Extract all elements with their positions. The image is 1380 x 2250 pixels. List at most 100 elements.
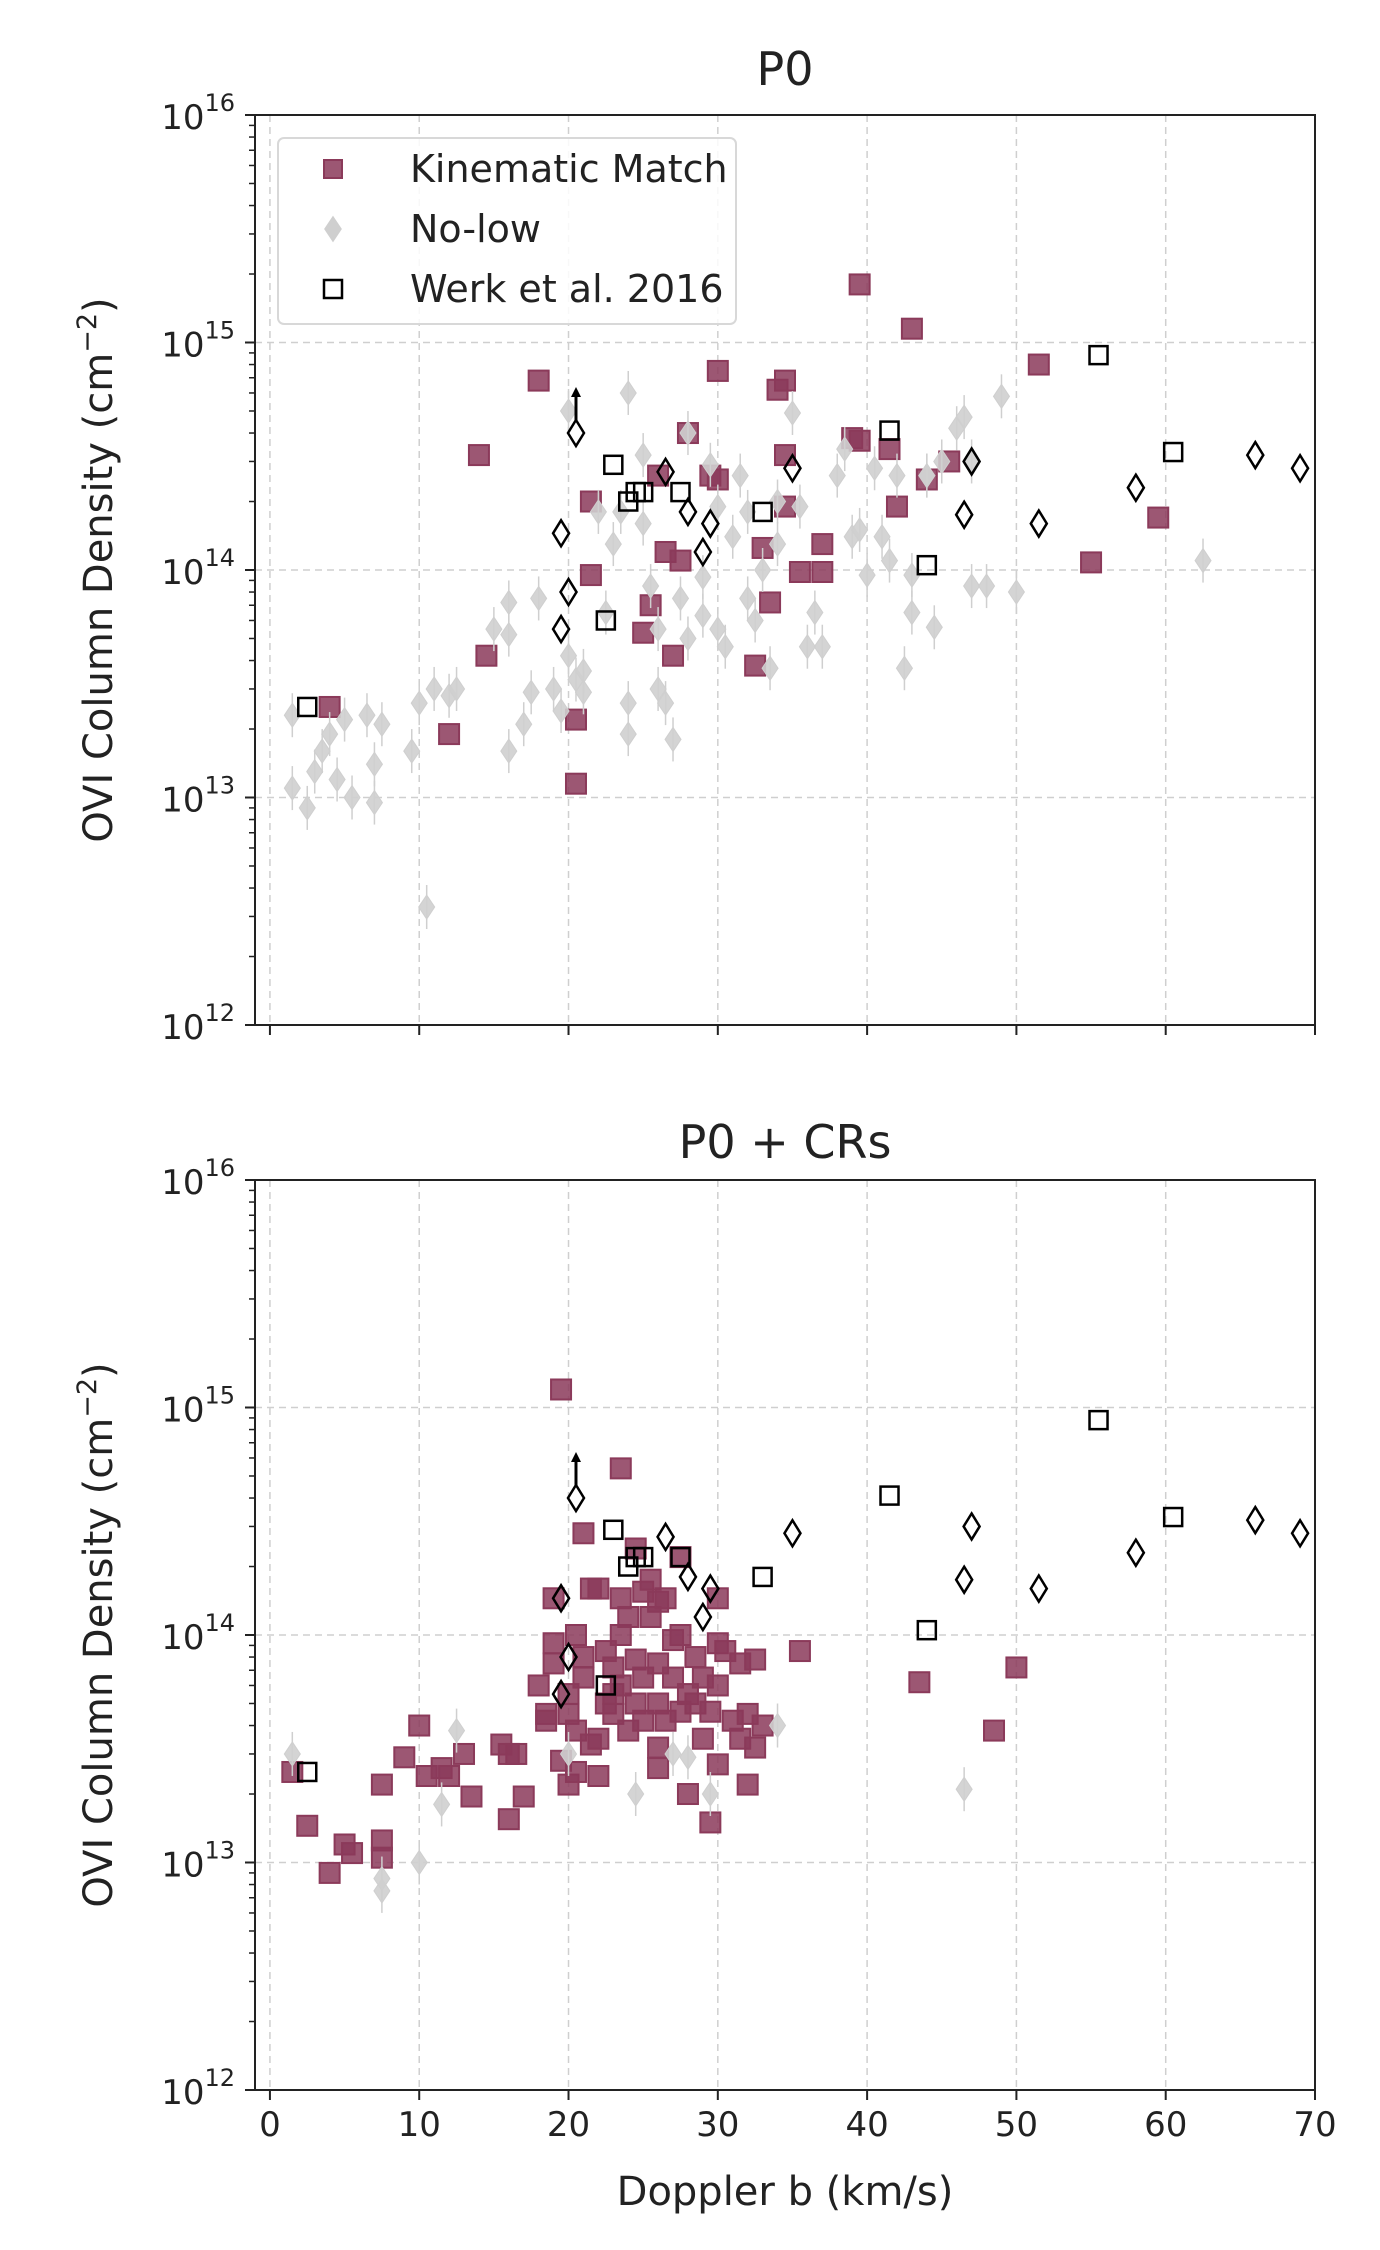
point-no-low xyxy=(768,1712,787,1739)
point-kinematic-match xyxy=(587,1727,610,1750)
point-no-low xyxy=(559,398,578,424)
point-no-low xyxy=(433,1791,451,1818)
point-kinematic-match xyxy=(900,317,923,340)
y-axis-label: OVI Column Density (cm−2) xyxy=(72,1362,122,1907)
x-tick-label: 60 xyxy=(1144,2105,1187,2145)
point-werk-2016-diamond xyxy=(693,1601,713,1633)
point-no-low xyxy=(679,1744,697,1771)
point-no-low xyxy=(306,758,324,785)
grid xyxy=(255,1179,1316,2091)
point-no-low xyxy=(335,706,354,733)
point-no-low xyxy=(701,451,719,478)
point-werk-2016 xyxy=(297,696,318,718)
y-axis-label: OVI Column Density (cm−2) xyxy=(72,297,122,842)
point-werk-2016 xyxy=(1162,1506,1184,1528)
y-tick-label: 1012 xyxy=(161,999,235,1048)
legend-label-nolow: No-low xyxy=(410,207,541,251)
point-kinematic-match xyxy=(408,1714,431,1737)
point-no-low xyxy=(694,602,712,629)
point-werk-2016 xyxy=(670,1546,691,1568)
point-werk-2016 xyxy=(752,1566,773,1588)
limit-arrow-head xyxy=(570,387,581,398)
point-no-low xyxy=(873,523,891,550)
point-werk-2016 xyxy=(632,1546,654,1568)
point-no-low xyxy=(761,655,779,682)
point-kinematic-match xyxy=(706,1674,729,1697)
point-no-low xyxy=(485,616,503,642)
x-tick-label: 30 xyxy=(696,2105,739,2145)
point-werk-2016-diamond xyxy=(782,452,802,484)
point-kinematic-match xyxy=(572,1522,595,1545)
data-points xyxy=(283,273,1310,930)
point-kinematic-match xyxy=(341,1842,364,1865)
point-kinematic-match xyxy=(512,1785,535,1808)
point-kinematic-match xyxy=(654,1587,677,1610)
point-no-low xyxy=(634,510,652,537)
point-no-low xyxy=(836,436,854,462)
point-no-low xyxy=(955,404,973,430)
y-axis-label-exp: −2 xyxy=(72,313,103,353)
point-kinematic-match xyxy=(759,591,782,614)
point-kinematic-match xyxy=(848,429,871,452)
point-no-low xyxy=(746,607,764,634)
legend-label-werk: Werk et al. 2016 xyxy=(410,267,724,311)
chart-title: P0 xyxy=(756,42,813,96)
point-kinematic-match xyxy=(460,1785,483,1808)
panel-p0: P0 1012 1013 1014 1015 1016 OVI Column Densi… xyxy=(72,42,1316,1048)
point-kinematic-match xyxy=(1027,353,1050,376)
point-kinematic-match xyxy=(632,1709,655,1732)
point-no-low xyxy=(656,690,675,716)
point-no-low xyxy=(447,676,466,702)
point-no-low xyxy=(992,383,1011,410)
legend-marker-nolow xyxy=(324,215,342,243)
y-axis-label-close: ) xyxy=(76,1362,122,1378)
point-no-low xyxy=(963,448,981,475)
point-kinematic-match xyxy=(885,495,908,518)
point-no-low xyxy=(574,679,593,706)
point-werk-2016 xyxy=(670,481,691,503)
point-no-low xyxy=(343,784,361,811)
chart-title: P0 + CRs xyxy=(679,1115,892,1169)
point-kinematic-match xyxy=(744,1736,767,1759)
point-kinematic-match xyxy=(983,1719,1006,1742)
point-no-low xyxy=(544,676,563,702)
point-werk-2016-diamond xyxy=(566,417,586,449)
axes: 0 10 20 30 40 50 60 70 1012 1013 1014 1015 1016 xyxy=(161,1154,1336,2145)
point-no-low xyxy=(671,585,690,612)
legend-label-kinematic: Kinematic Match xyxy=(410,147,728,191)
point-kinematic-match xyxy=(542,1632,565,1655)
point-no-low xyxy=(694,564,712,591)
point-no-low xyxy=(791,493,809,520)
point-kinematic-match xyxy=(788,1640,811,1663)
point-werk-2016-diamond xyxy=(559,1641,578,1673)
legend-marker-werk xyxy=(322,278,344,300)
point-no-low xyxy=(515,711,533,738)
point-kinematic-match xyxy=(572,1666,595,1689)
y-axis-label-text: OVI Column Density (cm−2) xyxy=(72,1362,122,1907)
x-tick-label: 40 xyxy=(845,2105,888,2145)
point-werk-2016 xyxy=(752,501,773,523)
point-no-low xyxy=(500,738,518,764)
point-no-low xyxy=(283,775,301,801)
point-werk-2016-diamond xyxy=(678,1561,698,1593)
point-no-low xyxy=(709,493,727,520)
point-no-low xyxy=(1007,579,1026,605)
point-kinematic-match xyxy=(296,1814,319,1837)
point-kinematic-match xyxy=(706,359,729,382)
point-no-low xyxy=(724,523,742,550)
y-axis-label-main: OVI Column Density (cm xyxy=(76,1418,122,1908)
y-tick-label: 1015 xyxy=(161,317,235,366)
y-axis-label-exp: −2 xyxy=(72,1378,103,1418)
x-tick-label: 20 xyxy=(547,2105,590,2145)
point-no-low xyxy=(977,573,996,599)
point-no-low xyxy=(358,702,376,729)
point-werk-2016-diamond xyxy=(1126,1537,1146,1569)
point-no-low xyxy=(925,614,943,641)
point-no-low xyxy=(664,1741,682,1767)
point-werk-2016 xyxy=(916,554,938,576)
point-no-low xyxy=(403,738,421,764)
point-no-low xyxy=(903,599,921,626)
point-kinematic-match xyxy=(587,1765,610,1788)
limit-arrow-head xyxy=(570,1452,581,1463)
y-tick-label: 1016 xyxy=(161,1154,235,1203)
